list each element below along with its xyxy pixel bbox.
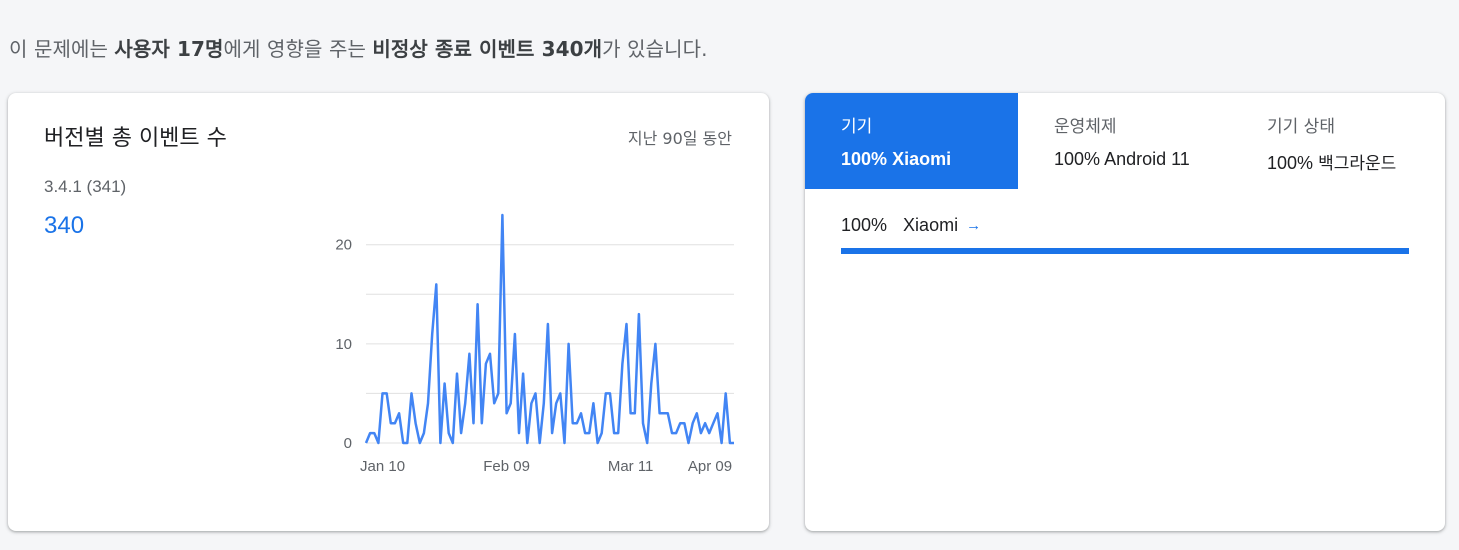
breakdown-tabs: 기기 100% Xiaomi 운영체제 100% Android 11 기기 상… bbox=[805, 93, 1445, 189]
tab-os-label: 운영체제 bbox=[1054, 117, 1117, 137]
tab-os-text: Android 11 bbox=[1104, 149, 1190, 169]
version-label[interactable]: 3.4.1 (341) bbox=[44, 177, 127, 196]
breakdown-bar-fill bbox=[841, 248, 1409, 254]
breakdown-list: 100% Xiaomi → bbox=[841, 215, 1409, 254]
x-tick-label: Mar 11 bbox=[608, 458, 654, 475]
tab-device-label: 기기 bbox=[841, 117, 873, 137]
events-line-chart: 0 10 20 Jan 10 Feb 09 Mar 11 Apr 09 bbox=[335, 213, 734, 475]
version-event-count: 340 bbox=[44, 212, 85, 239]
tab-device-state-value: 100% 백그라운드 bbox=[1267, 149, 1396, 174]
breakdown-pct: 100% bbox=[841, 215, 888, 235]
y-tick-label: 20 bbox=[335, 237, 352, 254]
tab-device-state-pct: 100% bbox=[1267, 153, 1314, 173]
arrow-right-icon[interactable]: → bbox=[966, 217, 982, 234]
tab-device-state-text: 백그라운드 bbox=[1318, 154, 1397, 174]
y-tick-label: 10 bbox=[335, 336, 352, 353]
breakdown-card: 기기 100% Xiaomi 운영체제 100% Android 11 기기 상… bbox=[805, 93, 1445, 531]
summary-suffix: 가 있습니다. bbox=[602, 37, 708, 61]
breakdown-label: Xiaomi bbox=[903, 215, 959, 235]
card-title: 버전별 총 이벤트 수 bbox=[44, 126, 227, 151]
tab-device-value: 100% Xiaomi bbox=[841, 149, 951, 170]
tab-device-pct: 100% bbox=[841, 149, 888, 169]
breakdown-row[interactable]: 100% Xiaomi → bbox=[841, 215, 1409, 236]
date-range-label: 지난 90일 동안 bbox=[627, 129, 732, 148]
breakdown-bar bbox=[841, 248, 1409, 254]
tab-os[interactable]: 운영체제 100% Android 11 bbox=[1018, 93, 1231, 189]
summary-events: 비정상 종료 이벤트 340개 bbox=[372, 37, 603, 61]
tab-device-state[interactable]: 기기 상태 100% 백그라운드 bbox=[1231, 93, 1445, 189]
tab-device-state-label: 기기 상태 bbox=[1267, 117, 1335, 137]
x-tick-label: Jan 10 bbox=[360, 458, 405, 475]
events-by-version-card: 버전별 총 이벤트 수 지난 90일 동안 3.4.1 (341) 340 0 1… bbox=[8, 93, 769, 531]
tab-device-text: Xiaomi bbox=[892, 149, 952, 169]
x-tick-label: Apr 09 bbox=[688, 458, 732, 475]
y-tick-label: 0 bbox=[344, 435, 352, 452]
summary-middle: 에게 영향을 주는 bbox=[223, 37, 373, 61]
issue-summary: 이 문제에는 사용자 17명에게 영향을 주는 비정상 종료 이벤트 340개가… bbox=[9, 33, 708, 62]
series-line bbox=[364, 213, 734, 445]
summary-prefix: 이 문제에는 bbox=[9, 37, 115, 61]
tab-os-pct: 100% bbox=[1054, 149, 1101, 169]
x-tick-label: Feb 09 bbox=[483, 458, 530, 475]
summary-users: 사용자 17명 bbox=[114, 37, 224, 61]
tab-os-value: 100% Android 11 bbox=[1054, 149, 1190, 170]
tab-device[interactable]: 기기 100% Xiaomi bbox=[805, 93, 1018, 189]
